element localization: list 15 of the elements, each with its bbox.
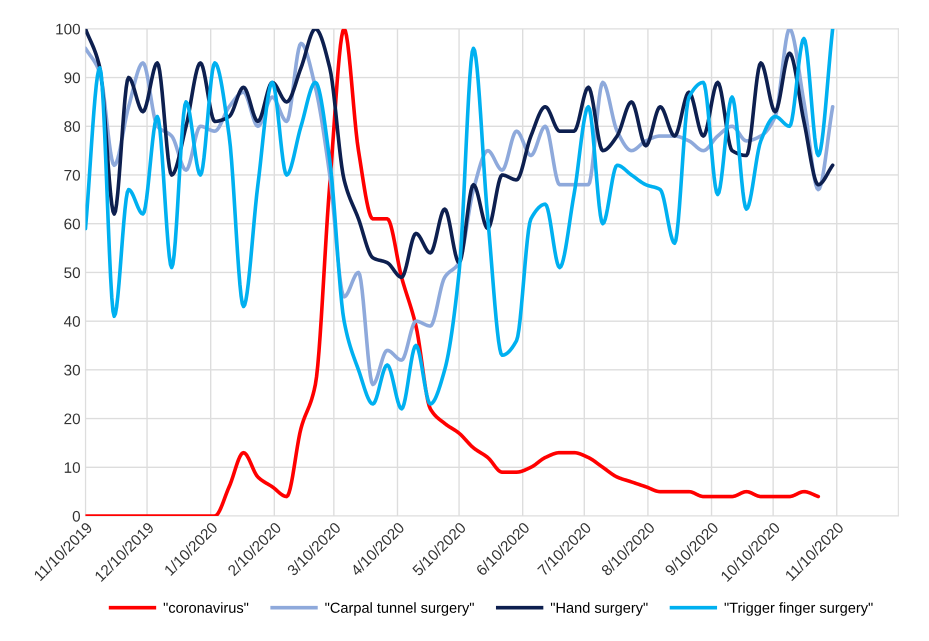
y-tick-label: 80 — [64, 121, 80, 132]
y-tick-label: 20 — [64, 413, 80, 424]
y-tick-label: 40 — [64, 316, 80, 327]
legend-label: "Carpal tunnel surgery" — [325, 602, 474, 616]
y-tick-label: 100 — [56, 24, 80, 35]
y-tick-label: 30 — [64, 364, 80, 376]
y-tick-label: 50 — [64, 267, 80, 278]
y-tick-label: 90 — [64, 72, 80, 84]
legend-label: "coronavirus" — [164, 602, 248, 613]
y-tick-label: 10 — [64, 462, 80, 473]
y-tick-label: 70 — [64, 170, 80, 181]
legend-label: "Hand surgery" — [550, 602, 648, 616]
legend-label: "Trigger finger surgery" — [724, 602, 873, 616]
y-tick-label: 60 — [64, 218, 80, 230]
y-tick-label: 0 — [72, 510, 80, 522]
